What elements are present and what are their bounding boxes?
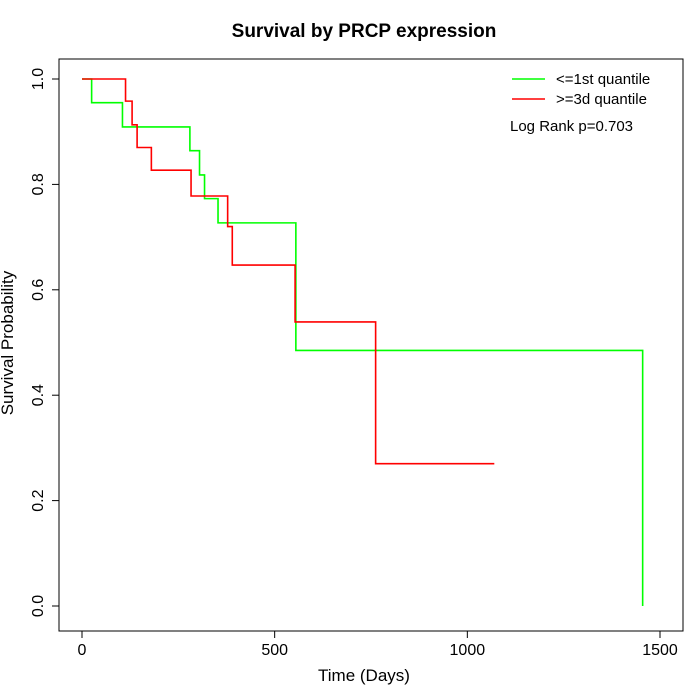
y-tick-label: 0.2 (30, 489, 47, 511)
legend-label: >=3d quantile (556, 91, 647, 108)
legend-label: <=1st quantile (556, 71, 650, 88)
x-tick-label: 500 (261, 642, 288, 659)
x-tick-label: 1000 (450, 642, 486, 659)
x-tick-label: 1500 (642, 642, 678, 659)
chart-title: Survival by PRCP expression (232, 21, 497, 42)
series-line-0 (82, 78, 644, 606)
plot-frame (58, 58, 684, 632)
y-tick-label: 0.8 (30, 173, 47, 195)
y-tick-label: 0.6 (30, 279, 47, 301)
y-tick-label: 0.0 (30, 595, 47, 617)
log-rank-annotation: Log Rank p=0.703 (510, 118, 633, 135)
y-axis-title: Survival Probability (0, 270, 17, 415)
y-tick-label: 1.0 (30, 68, 47, 90)
x-axis-title: Time (Days) (318, 666, 410, 685)
y-axis: 0.0 0.2 0.4 0.6 0.8 1.0 (30, 68, 60, 617)
x-tick-label: 0 (78, 642, 87, 659)
x-axis: 0 500 1000 1500 (78, 630, 678, 659)
legend: <=1st quantile >=3d quantile (512, 71, 650, 108)
y-tick-label: 0.4 (30, 384, 47, 406)
series-layer (82, 78, 644, 606)
series-line-1 (82, 78, 495, 465)
